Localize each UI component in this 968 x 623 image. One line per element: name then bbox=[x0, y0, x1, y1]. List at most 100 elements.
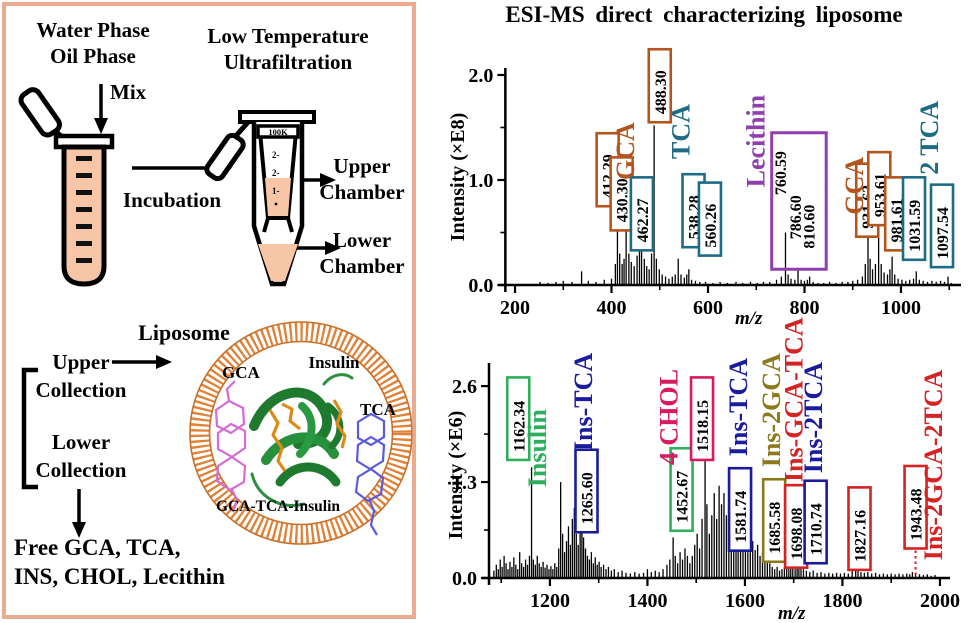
y-tick-label: 2.6 bbox=[452, 376, 477, 398]
lower-chamber-liquid bbox=[258, 244, 298, 281]
y-axis-title: Intensity (×E8) bbox=[447, 113, 469, 242]
y-axis-title: Intensity (×E6) bbox=[445, 411, 467, 540]
tca-molecule-sticks bbox=[354, 412, 386, 536]
group-label: Insulin bbox=[523, 409, 552, 488]
upper-collection-line1: Upper bbox=[52, 350, 110, 374]
peak-label: 462.27 bbox=[629, 176, 655, 252]
peak-label: 560.26 bbox=[697, 181, 723, 257]
svg-text:760.59: 760.59 bbox=[773, 151, 790, 195]
lower-collection-line1: Lower bbox=[51, 430, 111, 454]
gca-molecule-sticks bbox=[214, 380, 247, 513]
svg-text:810.60: 810.60 bbox=[801, 205, 818, 249]
x-tick-label: 1200 bbox=[530, 590, 570, 612]
graduation-mark: 2- bbox=[272, 168, 280, 178]
group-label: GCA bbox=[611, 122, 640, 180]
upper-chamber-liquid bbox=[265, 178, 291, 216]
liposome-title: Liposome bbox=[138, 320, 230, 345]
peak-label: 1710.74 bbox=[803, 479, 828, 565]
panel-arrows-overlay bbox=[21, 84, 341, 538]
x-tick-label: 1000 bbox=[881, 297, 921, 319]
tube-graduation-dashes bbox=[76, 156, 92, 263]
peak-label: 1827.16 bbox=[847, 486, 872, 572]
upper-collection-line2: Collection bbox=[35, 378, 127, 402]
group-label: 2 TCA bbox=[915, 101, 944, 175]
x-tick-label: 200 bbox=[500, 297, 530, 319]
svg-text:Ins-TCA: Ins-TCA bbox=[569, 353, 598, 451]
svg-text:1698.08: 1698.08 bbox=[789, 508, 806, 560]
x-tick-label: 1800 bbox=[822, 590, 862, 612]
x-axis-title: m/z bbox=[778, 603, 806, 623]
svg-text:1710.74: 1710.74 bbox=[809, 503, 826, 555]
bound-bile-acid-sticks bbox=[268, 399, 347, 472]
group-label: GCA bbox=[840, 157, 869, 215]
water-oil-label: Water Phase Oil Phase bbox=[12, 18, 174, 69]
peak-label: 786.60 bbox=[788, 195, 805, 239]
peak-label: 1698.08 bbox=[783, 483, 809, 569]
y-tick-label: 1.3 bbox=[452, 472, 477, 494]
x-tick-label: 800 bbox=[790, 297, 820, 319]
svg-text:1097.54: 1097.54 bbox=[935, 207, 952, 259]
svg-text:Ins-2TCA: Ins-2TCA bbox=[799, 362, 828, 473]
svg-text:1943.48: 1943.48 bbox=[909, 488, 926, 540]
svg-text:1518.15: 1518.15 bbox=[695, 400, 712, 452]
svg-text:GCA: GCA bbox=[611, 122, 640, 180]
svg-text:1265.60: 1265.60 bbox=[580, 472, 597, 524]
group-label: Ins-TCA bbox=[569, 353, 598, 451]
y-tick-label: 0.0 bbox=[452, 568, 477, 590]
y-tick-label: 0.0 bbox=[468, 275, 493, 297]
group-label: Ins-GCA-TCA bbox=[780, 317, 809, 482]
group-label: Ins-2TCA bbox=[799, 362, 828, 473]
peaks bbox=[539, 125, 952, 284]
peak-label: 430.30 bbox=[609, 156, 634, 232]
peak-label: 760.59 bbox=[773, 151, 790, 195]
workflow-panel: Water Phase Oil Phase Low Temperature Ul… bbox=[2, 2, 416, 619]
low-temp-label: Low Temperature Ultrafiltration bbox=[174, 24, 402, 75]
group-label: Ins-2GCA bbox=[757, 353, 786, 467]
low-temp-line2: Ultrafiltration bbox=[223, 49, 353, 74]
free-components-line1: Free GCA, TCA, bbox=[14, 535, 181, 560]
peak-label: 1452.67 bbox=[669, 446, 694, 533]
svg-text:Ins-TCA: Ins-TCA bbox=[724, 358, 753, 456]
peak-label: 1265.60 bbox=[574, 448, 599, 534]
spectrum-top: 200 400 600 800 1000 0.0 1.0 2.0 Intensity (×E8)… bbox=[447, 47, 961, 329]
insulin-label: Insulin bbox=[308, 353, 360, 372]
svg-text:1827.16: 1827.16 bbox=[853, 510, 870, 562]
collection-bracket bbox=[21, 367, 38, 490]
mix-tube-icon bbox=[18, 87, 115, 287]
oil-phase-line: Oil Phase bbox=[50, 43, 136, 68]
x-tick-label: 600 bbox=[693, 297, 723, 319]
svg-text:560.26: 560.26 bbox=[703, 204, 720, 248]
svg-text:TCA: TCA bbox=[666, 104, 695, 159]
group-label: Ins-TCA bbox=[724, 358, 753, 456]
free-components-line2: INS, CHOL, Lecithin bbox=[14, 564, 225, 589]
svg-text:1685.58: 1685.58 bbox=[767, 502, 784, 554]
svg-text:Ins-2GCA: Ins-2GCA bbox=[757, 353, 786, 467]
region-box bbox=[770, 131, 828, 271]
lower-collection-line2: Collection bbox=[35, 458, 127, 482]
incubation-label: Incubation bbox=[122, 188, 222, 212]
peak-label: 1943.48 bbox=[903, 464, 928, 550]
peak-label: 1581.74 bbox=[727, 466, 753, 552]
svg-text:462.27: 462.27 bbox=[635, 198, 652, 242]
x-tick-label: 400 bbox=[597, 297, 627, 319]
mix-label: Mix bbox=[110, 80, 147, 104]
x-tick-label: 1600 bbox=[725, 590, 765, 612]
y-tick-label: 2.0 bbox=[468, 65, 493, 87]
figure-title: ESI-MS direct characterizing liposome bbox=[505, 2, 903, 27]
gca-label: GCA bbox=[222, 363, 261, 382]
lower-chamber-line1: Lower bbox=[332, 228, 392, 252]
y-tick-label: 1.0 bbox=[468, 170, 493, 192]
group-label: 4 CHOL bbox=[654, 369, 683, 465]
svg-text:1452.67: 1452.67 bbox=[675, 471, 692, 523]
svg-text:Ins-2GCA-2TCA: Ins-2GCA-2TCA bbox=[919, 369, 948, 560]
svg-text:2 TCA: 2 TCA bbox=[915, 101, 944, 175]
tca-label: TCA bbox=[360, 400, 397, 419]
svg-text:1581.74: 1581.74 bbox=[733, 491, 750, 543]
svg-text:786.60: 786.60 bbox=[788, 195, 805, 239]
group-label: Lecithin bbox=[741, 94, 770, 187]
lower-chamber-label: Lower Chamber bbox=[308, 228, 416, 279]
x-tick-label: 2000 bbox=[920, 590, 960, 612]
graduation-mark: 1- bbox=[272, 186, 280, 196]
graduation-mark: 2- bbox=[272, 150, 280, 160]
